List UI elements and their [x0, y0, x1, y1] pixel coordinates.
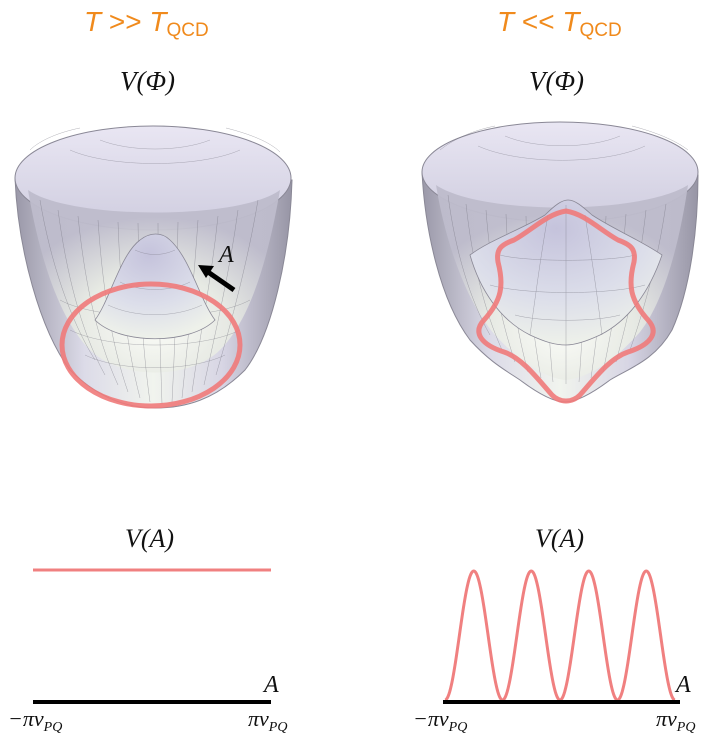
right-vacuum-loop — [476, 208, 656, 404]
left-arrow-label: A — [219, 242, 234, 268]
right-regime-title: T << TQCD — [497, 6, 622, 41]
right-mesh-contours — [477, 135, 646, 161]
right-surface-label: V(Φ) — [529, 66, 585, 96]
right-potential-label: V(A) — [535, 524, 585, 553]
right-tick-min: −πvPQ — [413, 706, 468, 735]
left-axion-arrow — [198, 265, 236, 293]
right-tick-max: πvPQ — [656, 706, 696, 735]
left-surface-label: V(Φ) — [120, 66, 176, 96]
right-axis-label: A — [676, 672, 691, 698]
left-tick-max: πvPQ — [248, 706, 288, 735]
right-periodic-curve — [444, 569, 676, 702]
left-regime-title: T >> TQCD — [84, 6, 209, 41]
left-potential-plot — [33, 568, 271, 704]
left-tick-min: −πvPQ — [8, 706, 63, 735]
left-axis-label: A — [264, 672, 279, 698]
right-potential-plot — [443, 569, 680, 704]
left-vacuum-circle — [59, 281, 243, 409]
left-potential-label: V(A) — [125, 524, 175, 553]
left-mexican-hat-surface — [14, 125, 293, 409]
right-tilted-surface — [421, 121, 699, 404]
